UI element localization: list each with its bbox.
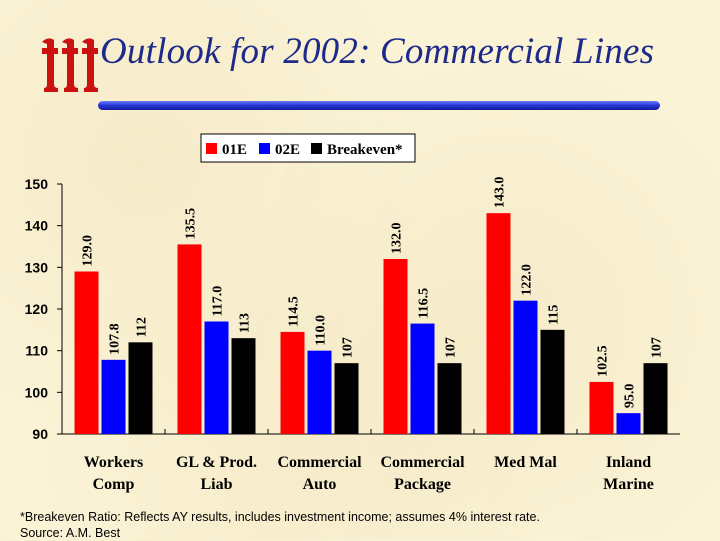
data-label: 107 (341, 337, 356, 358)
legend-label: Breakeven* (327, 142, 403, 158)
bar-breakeven (334, 363, 359, 434)
data-label: 107 (444, 337, 459, 358)
data-label: 113 (238, 313, 253, 333)
bar-02e (101, 359, 126, 434)
legend-swatch (259, 143, 270, 154)
data-label: 132.0 (390, 223, 405, 255)
data-label: 135.5 (184, 208, 199, 240)
y-tick-label: 150 (25, 176, 49, 192)
bar-01e (177, 244, 202, 434)
legend-swatch (311, 143, 322, 154)
y-tick-label: 140 (25, 218, 49, 234)
data-label: 115 (547, 305, 562, 325)
data-label: 129.0 (81, 235, 96, 267)
bar-01e (589, 381, 614, 434)
bar-02e (410, 323, 435, 434)
data-label: 95.0 (623, 384, 638, 409)
bar-02e (616, 413, 641, 434)
x-category-label: Comp (93, 476, 135, 493)
bar-breakeven (540, 329, 565, 434)
x-category-label: Marine (603, 476, 654, 493)
bar-01e (486, 213, 511, 434)
legend-label: 01E (222, 142, 247, 158)
bar-02e (204, 321, 229, 434)
bar-02e (513, 300, 538, 434)
data-label: 117.0 (211, 286, 226, 317)
title-underline-bar (98, 101, 660, 110)
bar-02e (307, 350, 332, 434)
legend-swatch (206, 143, 217, 154)
y-tick-label: 100 (25, 384, 49, 400)
x-category-label: GL & Prod. (176, 454, 257, 471)
x-category-label: Commercial (277, 454, 362, 471)
data-label: 107 (650, 337, 665, 358)
bar-01e (280, 331, 305, 434)
bar-breakeven (231, 338, 256, 434)
footnote-text: *Breakeven Ratio: Reflects AY results, i… (20, 510, 540, 524)
bar-01e (74, 271, 99, 434)
x-category-label: Commercial (380, 454, 465, 471)
x-category-label: Workers (84, 454, 144, 471)
footnote: *Breakeven Ratio: Reflects AY results, i… (20, 509, 540, 541)
data-label: 110.0 (314, 315, 329, 346)
data-label: 116.5 (417, 288, 432, 319)
x-category-label: Inland (606, 454, 651, 471)
company-logo-icon (42, 38, 98, 92)
source-text: Source: A.M. Best (20, 526, 121, 540)
data-label: 114.5 (287, 296, 302, 327)
y-tick-label: 90 (32, 426, 48, 442)
x-category-label: Package (394, 476, 451, 493)
bar-breakeven (643, 363, 668, 434)
x-category-label: Med Mal (494, 454, 557, 471)
data-label: 107.8 (108, 323, 123, 355)
bar-01e (383, 259, 408, 434)
legend-label: 02E (275, 142, 300, 158)
data-label: 143.0 (493, 177, 508, 209)
x-category-label: Liab (200, 476, 232, 493)
page-title: Outlook for 2002: Commercial Lines (100, 31, 655, 72)
bar-breakeven (437, 363, 462, 434)
data-label: 122.0 (520, 264, 535, 296)
bar-breakeven (128, 342, 153, 434)
y-tick-label: 120 (25, 301, 49, 317)
x-category-label: Auto (303, 476, 337, 493)
y-tick-label: 130 (25, 259, 49, 275)
legend-box (200, 133, 416, 163)
data-label: 102.5 (596, 345, 611, 377)
data-label: 112 (135, 317, 150, 337)
y-tick-label: 110 (25, 343, 48, 359)
